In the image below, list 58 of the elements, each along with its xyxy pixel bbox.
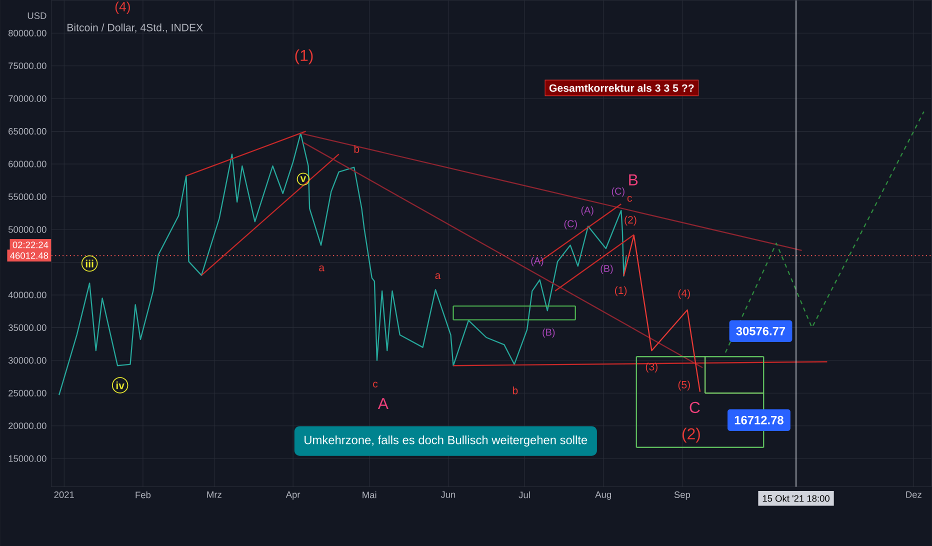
annotation: a: [435, 273, 441, 279]
y-tick-label: 55000.00: [8, 193, 46, 200]
y-tick-label: 15000.00: [8, 455, 46, 462]
annotation: Gesamtkorrektur als 3 3 5 ??: [549, 84, 694, 92]
y-tick-label: 70000.00: [8, 95, 46, 102]
y-axis-title: USD: [28, 12, 46, 19]
x-tick-label: Apr: [286, 491, 300, 500]
annotation: (5): [678, 380, 690, 390]
x-tick-label: Mai: [362, 491, 376, 498]
annotation: A: [378, 398, 388, 409]
x-tick-label: Jun: [440, 491, 456, 498]
annotation: (3): [646, 362, 658, 372]
y-tick-label: 35000.00: [8, 324, 46, 331]
y-tick-label: 80000.00: [8, 30, 46, 36]
annotation: c: [627, 196, 632, 202]
annotation: a: [319, 265, 325, 272]
annotation: b: [512, 386, 518, 394]
annotation: (A): [581, 206, 594, 216]
annotation: b: [354, 144, 360, 153]
annotation: 30576.77: [736, 326, 786, 336]
y-tick-label: 25000.00: [8, 390, 46, 396]
text: Bitcoin / Dollar, 4Std., INDEX: [68, 23, 203, 32]
ref-line-label: 46012.48: [10, 252, 48, 259]
annotation: B: [629, 174, 638, 186]
y-tick-label: 20000.00: [8, 422, 46, 429]
annotation: c: [373, 382, 378, 388]
annotation: (4): [678, 289, 690, 299]
annotation: (C): [564, 220, 577, 230]
annotation: (C): [612, 187, 624, 196]
annotation: (B): [542, 328, 555, 338]
annotation: (4): [115, 1, 130, 14]
text: 02:22:24: [12, 241, 48, 248]
annotation: (1): [295, 49, 313, 64]
x-tick-label: Mrz: [207, 491, 222, 498]
annotation: (B): [600, 264, 613, 274]
y-tick-label: 65000.00: [8, 128, 46, 134]
annotation: (1): [615, 286, 627, 296]
x-tick-label: 2021: [54, 491, 74, 498]
annotation: v: [300, 176, 306, 182]
annotation: (2): [624, 216, 636, 226]
annotation: C: [690, 402, 700, 413]
annotation: iv: [116, 381, 124, 389]
ref-line-label: 15 Okt '21 18:00: [762, 494, 830, 502]
x-tick-label: Aug: [595, 491, 611, 500]
y-tick-label: 60000.00: [8, 160, 46, 168]
y-tick-label: 50000.00: [8, 226, 46, 233]
x-tick-label: Feb: [136, 491, 151, 498]
annotation: Umkehrzone, falls es doch Bullisch weitergehen sollte: [304, 435, 588, 446]
annotation: (A): [531, 256, 544, 266]
y-tick-label: 75000.00: [8, 62, 46, 69]
y-tick-label: 30000.00: [8, 357, 46, 364]
annotation: 16712.78: [734, 416, 784, 424]
x-tick-label: Sep: [674, 491, 690, 500]
annotation: iii: [86, 260, 94, 268]
y-tick-label: 40000.00: [8, 292, 46, 298]
x-tick-label: Dez: [906, 491, 922, 498]
annotation: (2): [682, 428, 700, 442]
x-tick-label: Jul: [518, 491, 530, 498]
